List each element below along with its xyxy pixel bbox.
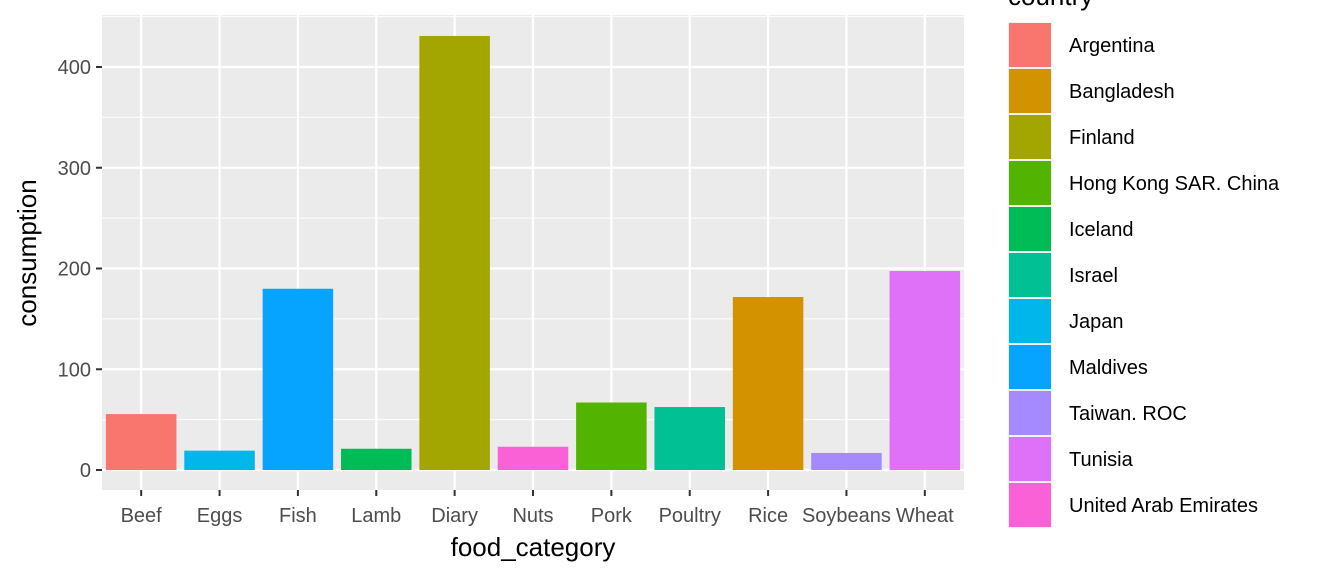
x-tick-label: Soybeans bbox=[802, 505, 891, 527]
x-axis-title: food_category bbox=[451, 532, 616, 562]
legend-swatch bbox=[1009, 207, 1051, 251]
legend-swatch bbox=[1009, 161, 1051, 205]
legend-label: Argentina bbox=[1069, 35, 1155, 57]
legend-label: Bangladesh bbox=[1069, 81, 1175, 103]
bar-rice bbox=[732, 297, 804, 470]
x-tick-label: Rice bbox=[748, 505, 788, 527]
x-tick-label: Fish bbox=[279, 505, 317, 527]
bars bbox=[105, 35, 961, 471]
bar-beef bbox=[105, 414, 177, 470]
x-tick-label: Beef bbox=[121, 505, 163, 527]
legend-swatch bbox=[1009, 115, 1051, 159]
bar-soybeans bbox=[811, 452, 882, 470]
legend-swatch bbox=[1009, 253, 1051, 297]
legend-item: Bangladesh bbox=[1008, 68, 1175, 114]
y-tick-label: 100 bbox=[58, 359, 91, 381]
y-tick-label: 0 bbox=[80, 460, 91, 482]
legend-label: Maldives bbox=[1069, 357, 1148, 379]
legend-label: Hong Kong SAR. China bbox=[1069, 173, 1280, 195]
x-tick-label: Poultry bbox=[659, 505, 721, 527]
legend-item: Finland bbox=[1008, 114, 1135, 160]
y-axis: 0 100 200 300 400 bbox=[58, 57, 102, 482]
legend-item: Tunisia bbox=[1008, 436, 1134, 482]
x-tick-label: Lamb bbox=[351, 505, 401, 527]
legend-label: Taiwan. ROC bbox=[1069, 403, 1187, 425]
y-tick-label: 200 bbox=[58, 259, 91, 281]
x-tick-label: Wheat bbox=[896, 505, 954, 527]
x-axis: Beef Eggs Fish Lamb Diary Nuts Pork Poultry Rice… bbox=[121, 490, 954, 527]
legend-title: country bbox=[1008, 0, 1093, 11]
bar-pork bbox=[576, 402, 647, 470]
legend-item: Hong Kong SAR. China bbox=[1008, 160, 1280, 206]
x-tick-label: Nuts bbox=[512, 505, 553, 527]
legend-item: Argentina bbox=[1008, 22, 1155, 68]
legend-item: United Arab Emirates bbox=[1008, 482, 1258, 528]
legend-swatch bbox=[1009, 391, 1051, 435]
y-tick-label: 400 bbox=[58, 57, 91, 79]
legend-item: Israel bbox=[1008, 252, 1118, 298]
bar-diary bbox=[419, 35, 490, 471]
legend-label: Iceland bbox=[1069, 219, 1134, 241]
x-tick-label: Pork bbox=[591, 505, 633, 527]
legend-item: Taiwan. ROC bbox=[1008, 390, 1187, 436]
legend-swatch bbox=[1009, 483, 1051, 527]
legend-label: Tunisia bbox=[1069, 449, 1134, 471]
bar-eggs bbox=[184, 450, 255, 470]
legend-swatch bbox=[1009, 437, 1051, 481]
x-tick-label: Diary bbox=[431, 505, 478, 527]
y-axis-title: consumption bbox=[12, 179, 42, 326]
legend-swatch bbox=[1009, 345, 1051, 389]
legend: country Argentina Bangladesh Finland Hong K… bbox=[1008, 0, 1280, 528]
y-tick-label: 300 bbox=[58, 158, 91, 180]
legend-label: Israel bbox=[1069, 265, 1118, 287]
legend-item: Japan bbox=[1008, 298, 1124, 344]
legend-label: United Arab Emirates bbox=[1069, 495, 1258, 517]
legend-item: Iceland bbox=[1008, 206, 1134, 252]
legend-item: Maldives bbox=[1008, 344, 1148, 390]
legend-swatch bbox=[1009, 23, 1051, 67]
legend-label: Japan bbox=[1069, 311, 1124, 333]
bar-lamb bbox=[341, 448, 412, 470]
legend-label: Finland bbox=[1069, 127, 1135, 149]
bar-wheat bbox=[889, 271, 961, 470]
bar-poultry bbox=[654, 407, 725, 470]
bar-fish bbox=[262, 288, 334, 470]
bar-nuts bbox=[497, 446, 569, 470]
legend-swatch bbox=[1009, 299, 1051, 343]
legend-swatch bbox=[1009, 69, 1051, 113]
x-tick-label: Eggs bbox=[197, 505, 243, 527]
